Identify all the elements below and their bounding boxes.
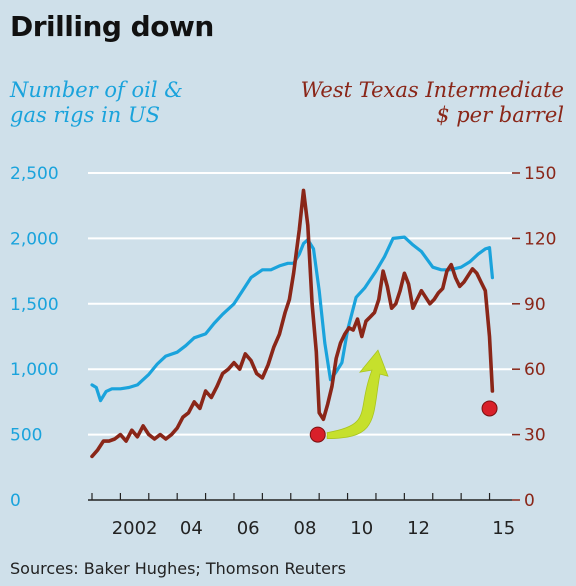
x-tick-label: 2002 (112, 518, 158, 539)
price-marker (481, 400, 498, 417)
trend-arrow (326, 349, 389, 440)
left-axis-label: Number of oil & gas rigs in US (10, 78, 220, 128)
arrow-shape (326, 349, 389, 440)
left-tick-label: 1,500 (10, 295, 59, 315)
x-tick-label: 04 (180, 518, 203, 539)
series-line (90, 235, 494, 403)
left-tick-label: 2,000 (10, 229, 59, 249)
oil-price-series (90, 188, 495, 459)
left-tick-label: 500 (10, 426, 42, 446)
left-axis-ticks: 0 500 1,000 1,500 2,000 2,500 (10, 164, 59, 511)
gridlines (88, 172, 512, 436)
right-axis-label: West Texas Intermediate $ per barrel (284, 78, 564, 128)
series-line (90, 188, 495, 459)
right-tick-label: 120 (524, 229, 556, 249)
right-tick-label: 0 (524, 491, 535, 511)
right-axis-label-line2: $ per barrel (436, 103, 564, 127)
left-axis-label-line2: gas rigs in US (10, 103, 161, 127)
x-tick-label: 10 (350, 518, 373, 539)
right-tick-label: 90 (524, 295, 546, 315)
x-axis: 2002 04 06 08 10 12 15 (88, 493, 515, 539)
source-note: Sources: Baker Hughes; Thomson Reuters (10, 559, 346, 578)
left-tick-label: 2,500 (10, 164, 59, 184)
right-tick-label: 30 (524, 426, 546, 446)
left-tick-label: 1,000 (10, 360, 59, 380)
x-tick-label: 15 (492, 518, 515, 539)
right-axis-label-line1: West Texas Intermediate (300, 78, 564, 102)
rigs-series (90, 235, 494, 403)
x-tick-label: 12 (407, 518, 430, 539)
left-tick-label: 0 (10, 491, 21, 511)
x-tick-label: 08 (294, 518, 317, 539)
right-axis-ticks: 0 30 60 90 120 150 (512, 164, 556, 511)
chart-title: Drilling down (10, 10, 214, 43)
x-tick-label: 06 (237, 518, 260, 539)
markers (309, 400, 498, 443)
left-axis-label-line1: Number of oil & (10, 78, 183, 102)
price-marker (309, 426, 326, 443)
right-tick-label: 60 (524, 360, 546, 380)
right-tick-label: 150 (524, 164, 556, 184)
